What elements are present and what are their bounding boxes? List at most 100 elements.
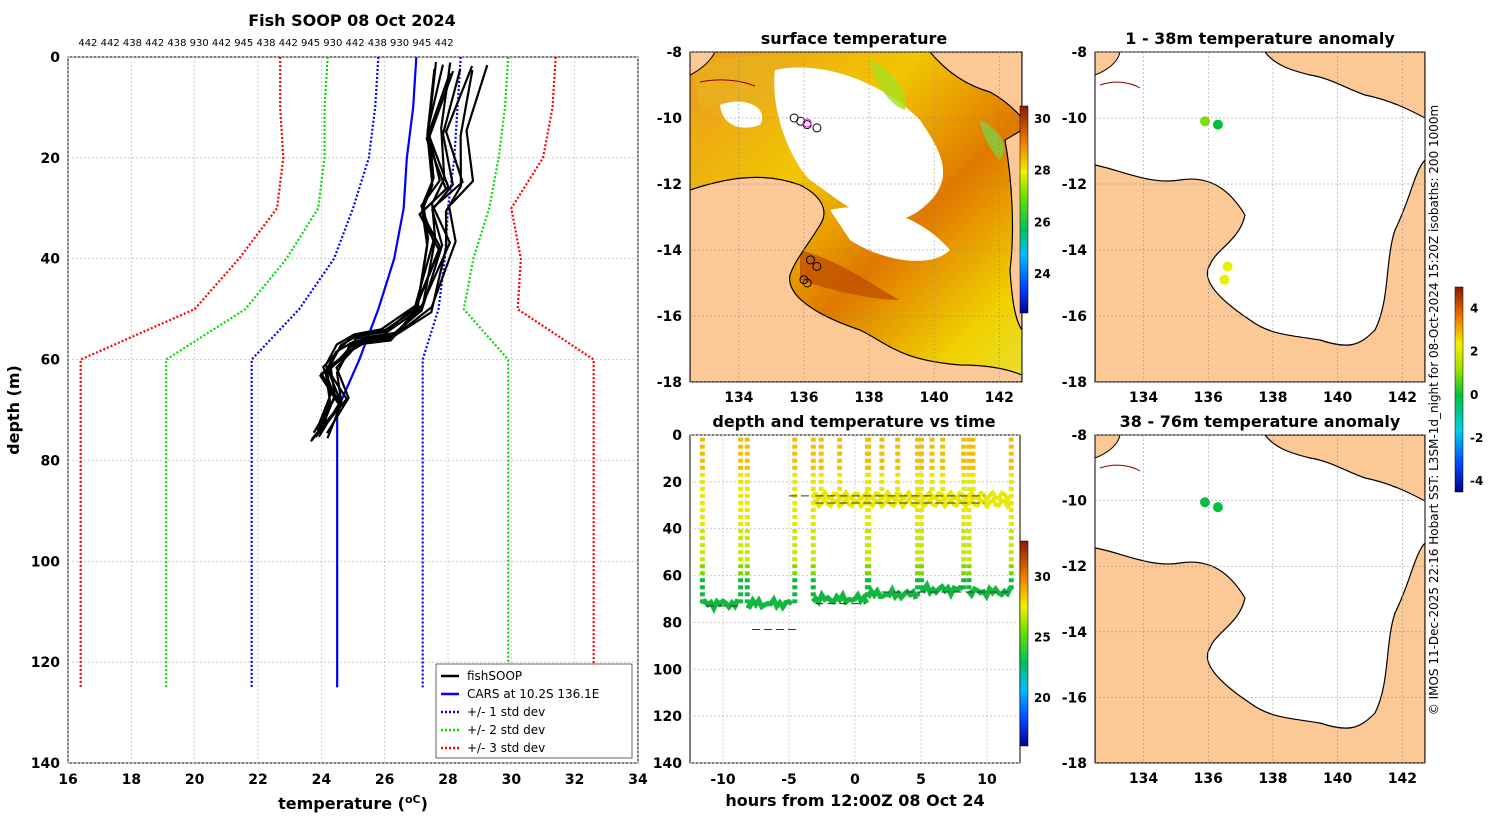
depth-sample xyxy=(915,472,921,477)
depth-sample xyxy=(919,529,924,534)
depth-sample xyxy=(961,444,967,449)
fishsoop-cast xyxy=(310,72,451,442)
depth-sample xyxy=(810,479,816,484)
depth-sample xyxy=(919,472,924,477)
depth-sample xyxy=(744,444,750,449)
depth-sample xyxy=(966,444,972,449)
y-tick-label: -18 xyxy=(657,375,682,391)
depth-sample xyxy=(866,437,872,442)
x-tick-label: 142 xyxy=(1388,390,1417,406)
depth-sample xyxy=(744,536,750,541)
depth-sample xyxy=(810,486,816,491)
depth-sample xyxy=(915,564,921,569)
anomaly-shallow-title: 1 - 38m temperature anomaly xyxy=(1125,29,1395,48)
depth-sample xyxy=(810,564,816,569)
x-tick-label: -10 xyxy=(710,772,736,788)
y-tick-label: -12 xyxy=(1062,559,1087,575)
track-point xyxy=(812,262,822,271)
depth-sample xyxy=(1008,550,1014,555)
depth-sample xyxy=(866,479,872,484)
y-tick-label: -12 xyxy=(1062,177,1087,193)
depth-sample xyxy=(744,592,750,597)
anomaly-deep-isobath xyxy=(1099,464,1141,472)
depth-sample xyxy=(866,465,872,470)
depth-sample xyxy=(744,599,750,604)
depth-sample xyxy=(837,444,843,449)
depth-sample xyxy=(879,479,885,484)
depth-sample xyxy=(744,564,750,569)
depth-sample xyxy=(744,472,750,477)
track-point xyxy=(805,255,815,265)
depth-sample xyxy=(970,465,976,470)
y-tick-label: 20 xyxy=(663,475,683,491)
depth-sample xyxy=(966,529,972,534)
series-line xyxy=(336,56,418,688)
depth-sample xyxy=(818,465,824,470)
y-tick-label: 120 xyxy=(653,709,682,725)
y-tick-label: -14 xyxy=(657,243,683,259)
x-tick-label: -5 xyxy=(781,772,797,788)
depth-sample xyxy=(699,479,705,484)
x-tick-label: 142 xyxy=(1388,771,1417,787)
depth-sample xyxy=(792,458,798,463)
depth-sample xyxy=(895,437,901,442)
y-tick-label: 40 xyxy=(41,252,61,268)
depth-sample xyxy=(837,465,843,470)
depth-sample xyxy=(738,592,744,597)
depth-sample xyxy=(966,486,972,491)
colorbar-tick: 26 xyxy=(1034,215,1051,229)
depth-sample xyxy=(929,486,935,491)
depth-sample xyxy=(895,479,901,484)
depth-sample xyxy=(919,522,924,527)
depth-sample xyxy=(810,437,816,442)
depth-sample xyxy=(929,472,935,477)
depth-sample xyxy=(966,571,972,576)
depth-sample xyxy=(961,507,967,512)
depth-sample xyxy=(738,550,744,555)
depth-sample xyxy=(810,557,816,562)
depth-sample xyxy=(837,486,843,491)
depth-sample xyxy=(810,571,816,576)
depth-sample xyxy=(915,557,921,562)
depth-time-data xyxy=(699,437,1014,630)
depth-sample xyxy=(744,493,750,498)
x-tick-label: 140 xyxy=(920,390,949,406)
depth-sample xyxy=(1008,507,1014,512)
depth-sample xyxy=(919,543,924,548)
depth-sample xyxy=(866,578,872,583)
y-tick-label: -18 xyxy=(1062,756,1087,772)
depth-sample xyxy=(837,451,843,456)
depth-sample xyxy=(699,550,705,555)
colorbar-tick: 0 xyxy=(1470,388,1478,402)
depth-sample xyxy=(744,550,750,555)
sst-map-title: surface temperature xyxy=(761,29,948,48)
depth-sample xyxy=(699,458,705,463)
depth-sample xyxy=(738,493,744,498)
depth-sample xyxy=(738,437,744,442)
profile-chart: Fish SOOP 08 Oct 2024 442 442 438 442 43… xyxy=(4,11,648,813)
y-tick-label: -16 xyxy=(1062,309,1087,325)
depth-sample xyxy=(961,578,967,583)
depth-sample xyxy=(866,507,872,512)
x-tick-label: 134 xyxy=(724,390,753,406)
sst-cloud-patch-3 xyxy=(720,101,763,128)
y-tick-label: 80 xyxy=(663,615,683,631)
depth-sample xyxy=(699,472,705,477)
depth-sample xyxy=(792,472,798,477)
x-tick-label: 34 xyxy=(628,772,648,788)
y-tick-label: -18 xyxy=(1062,375,1087,391)
depth-sample xyxy=(1008,472,1014,477)
y-tick-label: -12 xyxy=(657,177,682,193)
depth-sample xyxy=(879,444,885,449)
anomaly-colorbar xyxy=(1454,286,1464,493)
depth-sample xyxy=(915,451,921,456)
depth-sample xyxy=(744,522,750,527)
depth-sample xyxy=(895,472,901,477)
anomaly-shallow-points xyxy=(1200,116,1233,285)
depth-sample xyxy=(929,465,935,470)
depth-sample xyxy=(738,500,744,505)
depth-sample xyxy=(919,465,924,470)
depth-sample xyxy=(966,578,972,583)
depth-sample xyxy=(738,564,744,569)
depth-sample xyxy=(810,507,816,512)
